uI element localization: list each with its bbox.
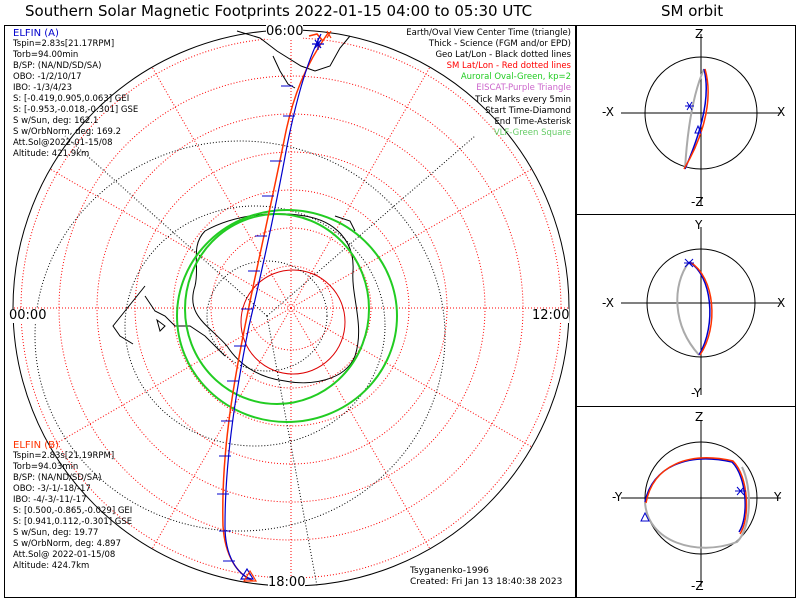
orbit-xz-right: X <box>777 105 786 119</box>
info-line: Att.Sol@ 2022-01-15/08 <box>13 550 116 560</box>
hour-label-bottom: 18:00 <box>268 575 306 590</box>
footprint-map <box>12 29 570 587</box>
orbit-title: SM orbit <box>661 2 724 20</box>
orbit-plot-xy <box>621 227 781 395</box>
legend-item: Start Time-Diamond <box>485 105 571 116</box>
info-line: S w/Sun, deg: 19.77 <box>13 528 99 538</box>
orbit-yz-bottom: -Z <box>691 579 704 593</box>
orbit-yz-top: Z <box>695 410 704 424</box>
info-line: S: [-0.419,0.905,0.063] GEI <box>13 94 130 104</box>
elfin-a-lines: Tspin=2.83s[21.17RPM] Torb=94.00min B/SP: … <box>13 39 138 160</box>
info-line: OBO: -1/2/10/17 <box>13 72 82 82</box>
legend: Earth/Oval View Center Time (triangle) Th… <box>406 28 571 139</box>
info-line: Torb=94.03min <box>13 462 79 472</box>
legend-item: Auroral Oval-Green, kp=2 <box>460 72 571 83</box>
info-line: S w/OrbNorm, deg: 4.897 <box>13 539 122 549</box>
legend-item: EISCAT-Purple Triangle <box>476 83 571 94</box>
elfin-a-info: ELFIN (A) Tspin=2.83s[21.17RPM] Torb=94.0… <box>13 28 138 160</box>
info-line: S: [0.941,0.112,-0.301] GSE <box>13 517 133 527</box>
legend-item: Earth/Oval View Center Time (triangle) <box>406 28 571 38</box>
info-line: S w/Sun, deg: 162.1 <box>13 116 99 126</box>
info-line: Tspin=2.83s[21.17RPM] <box>13 39 115 49</box>
info-line: B/SP: (NA/ND/SD/SA) <box>13 61 102 71</box>
created-timestamp: Created: Fri Jan 13 18:40:38 2023 <box>410 577 563 587</box>
orbit-xy-bottom: -Y <box>691 386 702 400</box>
orbit-yz-left: -Y <box>612 490 623 504</box>
orbit-xz-top: Z <box>695 27 704 41</box>
info-line: B/SP: (NA/ND/SD/SA) <box>13 473 102 483</box>
hour-label-top: 06:00 <box>266 24 304 39</box>
orbit-plot-xz <box>621 34 781 206</box>
info-line: Altitude: 421.9km <box>13 149 90 159</box>
elfin-a-name: ELFIN (A) <box>13 28 59 39</box>
info-line: S: [0.500,-0.865,-0.029] GEI <box>13 506 133 516</box>
info-line: OBO: -3/-1/-18/-17 <box>13 484 91 494</box>
footprint-map-panel: 06:00 00:00 12:00 18:00 Earth/Oval View … <box>4 25 576 598</box>
info-line: Altitude: 424.7km <box>13 561 90 571</box>
legend-item: SM Lat/Lon - Red dotted lines <box>446 61 571 72</box>
info-line: Tspin=2.83s[21.19RPM] <box>13 451 115 461</box>
orbit-xy-right: X <box>777 296 786 310</box>
info-line: Att.Sol@2022-01-15/08 <box>13 138 113 148</box>
elfin-b-info: ELFIN (B) Tspin=2.83s[21.19RPM] Torb=94.0… <box>13 440 132 572</box>
orbit-xz-left: -X <box>602 105 614 119</box>
orbit-xz-bottom: -Z <box>691 195 704 209</box>
info-line: S: [-0.953,-0.018,-0.301] GSE <box>13 105 139 115</box>
info-line: IBO: -4/-3/-11/-17 <box>13 495 87 505</box>
legend-item: End Time-Asterisk <box>494 116 571 127</box>
orbit-panel-xy: Y -Y -X X <box>576 214 796 407</box>
legend-item: Thick - Science (FGM and/or EPD) <box>428 39 571 50</box>
orbit-panel-yz: Z -Z -Y Y <box>576 406 796 598</box>
elfin-b-name: ELFIN (B) <box>13 440 59 451</box>
orbit-panel-xz: Z -Z -X X <box>576 25 796 215</box>
info-line: IBO: -1/3/4/23 <box>13 83 72 93</box>
hour-label-left: 00:00 <box>9 308 47 323</box>
info-line: S w/OrbNorm, deg: 169.2 <box>13 127 122 137</box>
info-line: Torb=94.00min <box>13 50 79 60</box>
model-credit: Tsyganenko-1996 <box>410 566 489 576</box>
elfin-b-lines: Tspin=2.83s[21.19RPM] Torb=94.03min B/SP: … <box>13 451 132 572</box>
orbit-xy-left: -X <box>602 296 614 310</box>
page-title: Southern Solar Magnetic Footprints 2022-… <box>25 2 533 20</box>
legend-item: Geo Lat/Lon - Black dotted lines <box>435 50 571 61</box>
orbit-yz-right: Y <box>774 490 782 504</box>
legend-item: VLF-Green Square <box>493 127 571 138</box>
orbit-xy-top: Y <box>695 218 703 232</box>
orbit-plot-yz <box>621 421 781 587</box>
legend-item: Tick Marks every 5min <box>475 94 571 105</box>
hour-label-right: 12:00 <box>532 308 570 323</box>
